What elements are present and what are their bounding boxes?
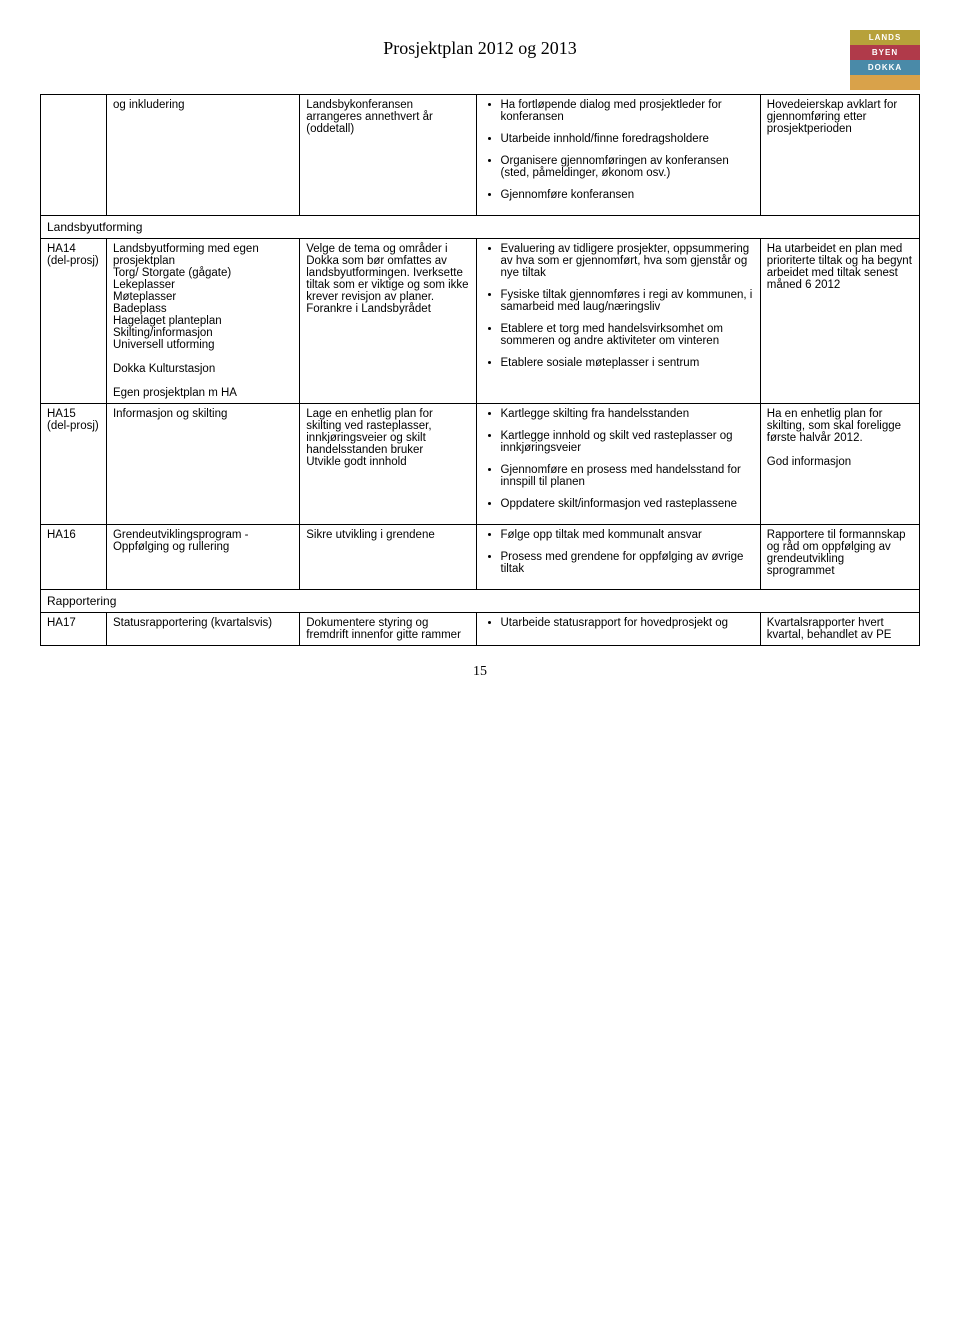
cell-result: Ha en enhetlig plan for skilting, som sk… (760, 404, 919, 525)
cell-desc: Lage en enhetlig plan for skilting ved r… (300, 404, 476, 525)
cell-activities: Evaluering av tidligere prosjekter, opps… (476, 239, 760, 404)
bullet-item: Evaluering av tidligere prosjekter, opps… (501, 243, 754, 279)
project-plan-table: og inkludering Landsbykonferansen arrang… (40, 94, 920, 646)
table-row: HA14 (del-prosj) Landsbyutforming med eg… (41, 239, 920, 404)
cell-id: HA14 (del-prosj) (41, 239, 107, 404)
logo-line-3: DOKKA (850, 60, 920, 75)
cell-activities: Utarbeide statusrapport for hovedprosjek… (476, 613, 760, 646)
bullet-item: Prosess med grendene for oppfølging av ø… (501, 551, 754, 575)
section-row-rapportering: Rapportering (41, 590, 920, 613)
cell-desc: Dokumentere styring og fremdrift innenfo… (300, 613, 476, 646)
section-heading: Rapportering (41, 590, 920, 613)
cell-id: HA17 (41, 613, 107, 646)
bullet-item: Gjennomføre konferansen (501, 189, 754, 201)
cell-result: Rapportere til formannskap og råd om opp… (760, 525, 919, 590)
cell-desc: Velge de tema og områder i Dokka som bør… (300, 239, 476, 404)
bullet-item: Kartlegge innhold og skilt ved rasteplas… (501, 430, 754, 454)
cell-id: HA16 (41, 525, 107, 590)
table-row: HA15 (del-prosj) Informasjon og skilting… (41, 404, 920, 525)
cell-result: Hovedeierskap avklart for gjennomføring … (760, 95, 919, 216)
bullet-item: Oppdatere skilt/informasjon ved rastepla… (501, 498, 754, 510)
page-number: 15 (40, 664, 920, 680)
cell-activities: Følge opp tiltak med kommunalt ansvar Pr… (476, 525, 760, 590)
cell-desc: Landsbykonferansen arrangeres annethvert… (300, 95, 476, 216)
bullet-item: Organisere gjennomføringen av konferanse… (501, 155, 754, 179)
cell-activities: Ha fortløpende dialog med prosjektleder … (476, 95, 760, 216)
cell-topic: Statusrapportering (kvartalsvis) (106, 613, 299, 646)
logo-landsbyen-dokka: LANDS BYEN DOKKA (850, 30, 920, 90)
bullet-item: Utarbeide innhold/finne foredragsholdere (501, 133, 754, 145)
cell-topic: Grendeutviklingsprogram -Oppfølging og r… (106, 525, 299, 590)
table-row: HA16 Grendeutviklingsprogram -Oppfølging… (41, 525, 920, 590)
bullet-item: Følge opp tiltak med kommunalt ansvar (501, 529, 754, 541)
bullet-item: Ha fortløpende dialog med prosjektleder … (501, 99, 754, 123)
bullet-item: Kartlegge skilting fra handelsstanden (501, 408, 754, 420)
table-row: og inkludering Landsbykonferansen arrang… (41, 95, 920, 216)
page-title: Prosjektplan 2012 og 2013 (110, 30, 850, 59)
bullet-item: Utarbeide statusrapport for hovedprosjek… (501, 617, 754, 629)
cell-result: Ha utarbeidet en plan med prioriterte ti… (760, 239, 919, 404)
cell-result: Kvartalsrapporter hvert kvartal, behandl… (760, 613, 919, 646)
logo-line-1: LANDS (850, 30, 920, 45)
logo-line-4 (850, 75, 920, 90)
cell-desc: Sikre utvikling i grendene (300, 525, 476, 590)
cell-activities: Kartlegge skilting fra handelsstanden Ka… (476, 404, 760, 525)
logo-line-2: BYEN (850, 45, 920, 60)
bullet-item: Etablere sosiale møteplasser i sentrum (501, 357, 754, 369)
cell-topic: og inkludering (106, 95, 299, 216)
cell-id: HA15 (del-prosj) (41, 404, 107, 525)
bullet-item: Gjennomføre en prosess med handelsstand … (501, 464, 754, 488)
table-row: HA17 Statusrapportering (kvartalsvis) Do… (41, 613, 920, 646)
cell-topic: Informasjon og skilting (106, 404, 299, 525)
section-heading: Landsbyutforming (41, 216, 920, 239)
section-row-landsbyutforming: Landsbyutforming (41, 216, 920, 239)
bullet-item: Etablere et torg med handelsvirksomhet o… (501, 323, 754, 347)
cell-topic: Landsbyutforming med egen prosjektplan T… (106, 239, 299, 404)
cell-id (41, 95, 107, 216)
bullet-item: Fysiske tiltak gjennomføres i regi av ko… (501, 289, 754, 313)
